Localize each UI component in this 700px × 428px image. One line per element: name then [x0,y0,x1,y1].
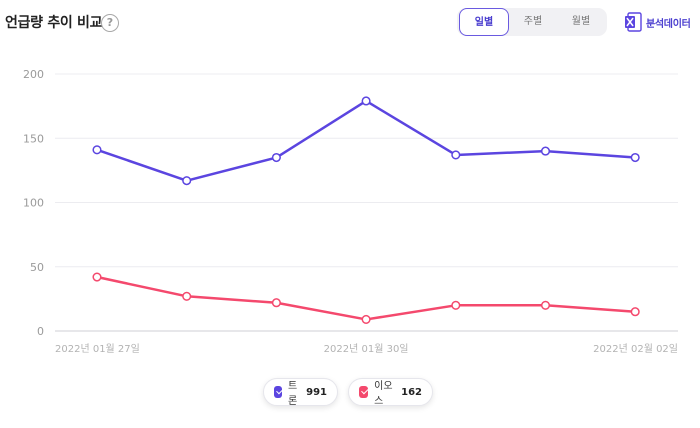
legend-series-name: 트론 [287,381,298,407]
data-point [182,176,192,186]
page-title: 언급량 추이 비교 [5,15,103,31]
tab-daily[interactable]: 일별 [459,8,509,36]
help-icon[interactable]: ? [101,14,119,32]
series-line [95,275,637,321]
data-point [630,152,640,163]
data-point [361,96,371,106]
legend-check-icon [274,386,282,398]
data-point [182,291,192,301]
data-point [271,152,281,163]
x-tick-label: 2022년 01월 30일 [324,343,409,355]
data-point [271,298,281,308]
tab-monthly[interactable]: 월별 [571,16,591,27]
series-line [95,99,637,182]
y-tick-label: 200 [23,68,44,81]
data-point [451,300,461,310]
x-tick-label: 2022년 01월 27일 [55,343,140,355]
y-tick-label: 50 [30,261,44,274]
data-point [630,307,640,317]
excel-icon [625,12,642,32]
x-tick-label: 2022년 02월 02일 [593,343,678,355]
y-tick-label: 150 [23,132,44,145]
legend-series-name: 이오스 [374,381,393,407]
data-point [361,314,371,324]
period-toggle: 일별 주별 월별 [457,8,607,36]
data-point [92,145,102,155]
tab-weekly[interactable]: 주별 [523,16,543,27]
legend-series-count: 991 [306,386,327,398]
data-point [451,150,461,160]
legend-series-count: 162 [401,386,422,398]
y-tick-label: 100 [23,197,44,210]
data-point [540,300,551,310]
y-tick-label: 0 [37,325,44,338]
export-data-label: 분석데이터 [646,18,691,30]
legend-item-eos[interactable]: 이오스 162 [348,378,433,407]
data-point [540,146,551,156]
export-data-button[interactable]: 분석데이터 [624,11,691,33]
legend-item-tron[interactable]: 트론 991 [263,378,338,407]
legend-check-icon [359,386,369,398]
data-point [92,272,102,282]
